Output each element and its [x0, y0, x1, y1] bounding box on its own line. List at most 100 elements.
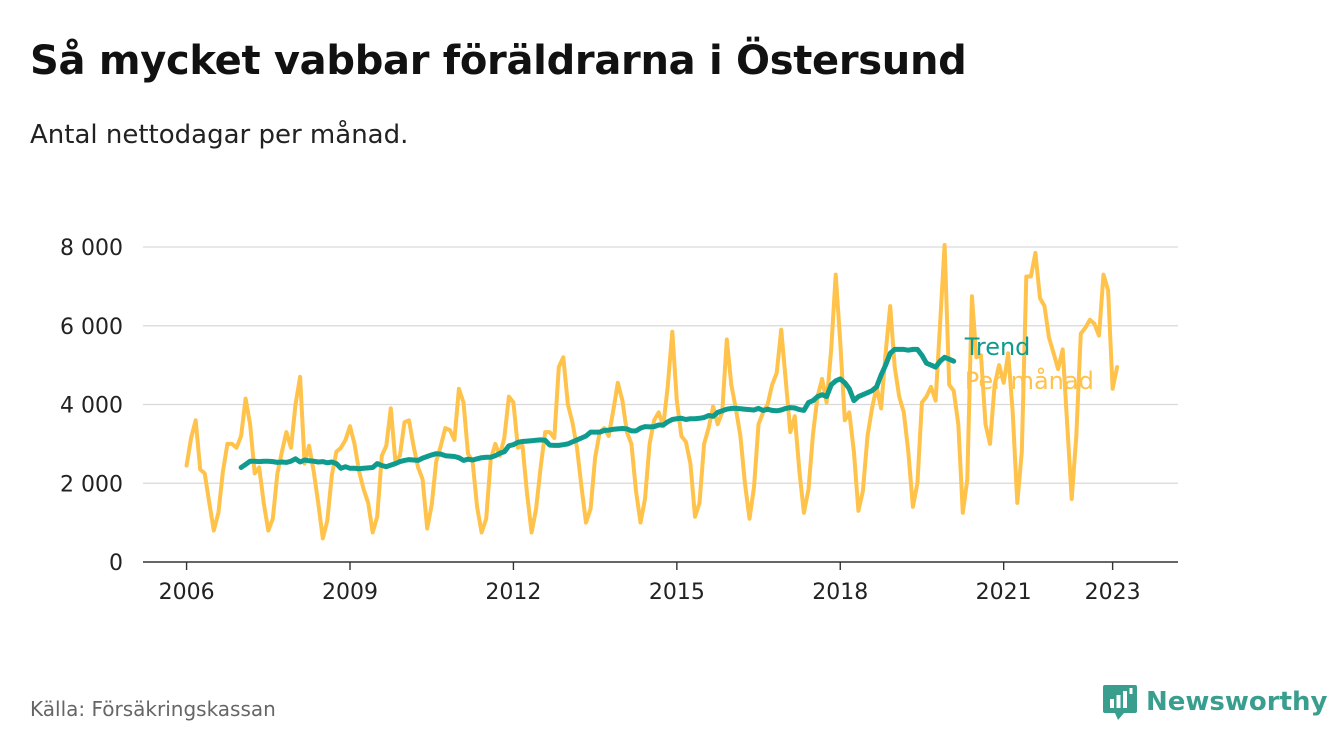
data-point [421, 456, 424, 460]
data-point [802, 511, 806, 514]
data-point [330, 474, 333, 477]
data-point [253, 460, 256, 463]
x-tick-label: 2018 [812, 580, 868, 605]
data-point [911, 348, 915, 351]
data-point [1066, 423, 1069, 426]
data-point [258, 466, 261, 469]
data-point [693, 417, 697, 420]
data-point [298, 460, 302, 464]
data-point [575, 446, 579, 449]
data-point [775, 371, 778, 375]
data-point [662, 423, 665, 427]
data-point [825, 395, 828, 398]
data-point [1002, 381, 1005, 384]
data-point [521, 440, 524, 443]
data-point [557, 365, 560, 369]
data-point [357, 467, 361, 470]
data-point [879, 373, 883, 377]
data-point [848, 411, 851, 414]
x-tick-label: 2015 [649, 580, 705, 605]
series-line-monthly [184, 243, 1120, 541]
data-point [253, 472, 256, 475]
data-point [693, 515, 697, 518]
data-point [984, 423, 987, 426]
data-point [339, 467, 343, 470]
data-point [625, 427, 629, 431]
brand[interactable]: Newsworthy [1102, 683, 1327, 721]
data-point [494, 442, 497, 446]
data-point [612, 428, 615, 431]
series-lines [184, 243, 1120, 541]
data-point [993, 383, 996, 386]
legend-label-trend: Trend [964, 333, 1031, 361]
data-point [457, 456, 461, 459]
data-point [566, 403, 570, 406]
data-point [1052, 352, 1055, 355]
data-point [766, 403, 769, 406]
data-point [512, 401, 515, 404]
data-point [1038, 297, 1042, 300]
data-point [426, 527, 429, 530]
data-point [643, 497, 647, 501]
data-point [952, 389, 955, 392]
data-point [584, 434, 588, 438]
data-point [1011, 411, 1014, 414]
data-point [589, 430, 592, 434]
data-point [480, 531, 483, 534]
data-point [217, 511, 220, 514]
data-point [448, 428, 452, 432]
data-point [453, 455, 456, 458]
data-point [639, 426, 642, 430]
data-point [353, 467, 356, 470]
data-point [948, 358, 951, 361]
data-point [757, 407, 760, 410]
x-tick-label: 2006 [159, 580, 215, 605]
data-point [852, 399, 856, 402]
data-point [239, 466, 243, 469]
data-point [385, 465, 388, 468]
data-point [925, 362, 928, 365]
data-point [435, 460, 438, 463]
data-point [734, 407, 737, 410]
data-point [1115, 365, 1119, 369]
data-point [248, 423, 252, 426]
data-point [1043, 304, 1046, 308]
data-point [652, 419, 656, 422]
data-point [943, 356, 946, 359]
data-point [748, 517, 751, 520]
data-point [716, 423, 719, 426]
data-point [843, 381, 846, 384]
data-point [657, 411, 660, 414]
data-point [866, 391, 869, 394]
data-point [294, 457, 297, 460]
data-point [943, 243, 946, 247]
x-tick-label: 2012 [485, 580, 541, 605]
data-point [711, 405, 715, 408]
data-point [820, 393, 824, 396]
data-point [548, 430, 551, 434]
data-point [516, 441, 520, 444]
data-point [530, 439, 533, 442]
data-point [902, 348, 905, 351]
data-point [616, 381, 619, 384]
data-point [285, 430, 288, 434]
data-point [816, 395, 819, 398]
data-point [702, 442, 706, 446]
chart-subtitle: Antal nettodagar per månad. [30, 120, 409, 150]
data-point [952, 360, 955, 363]
data-point [593, 430, 597, 434]
data-point [317, 501, 320, 505]
data-point [739, 434, 742, 438]
data-point [689, 462, 692, 465]
data-point [657, 423, 660, 427]
data-point [634, 429, 638, 433]
data-point [979, 354, 983, 357]
data-point [938, 322, 942, 325]
data-point [521, 444, 524, 447]
data-point [839, 377, 842, 381]
data-point [680, 417, 683, 420]
data-point [1070, 497, 1073, 501]
data-point [889, 352, 892, 355]
data-point [562, 356, 565, 359]
data-point [1084, 326, 1087, 329]
